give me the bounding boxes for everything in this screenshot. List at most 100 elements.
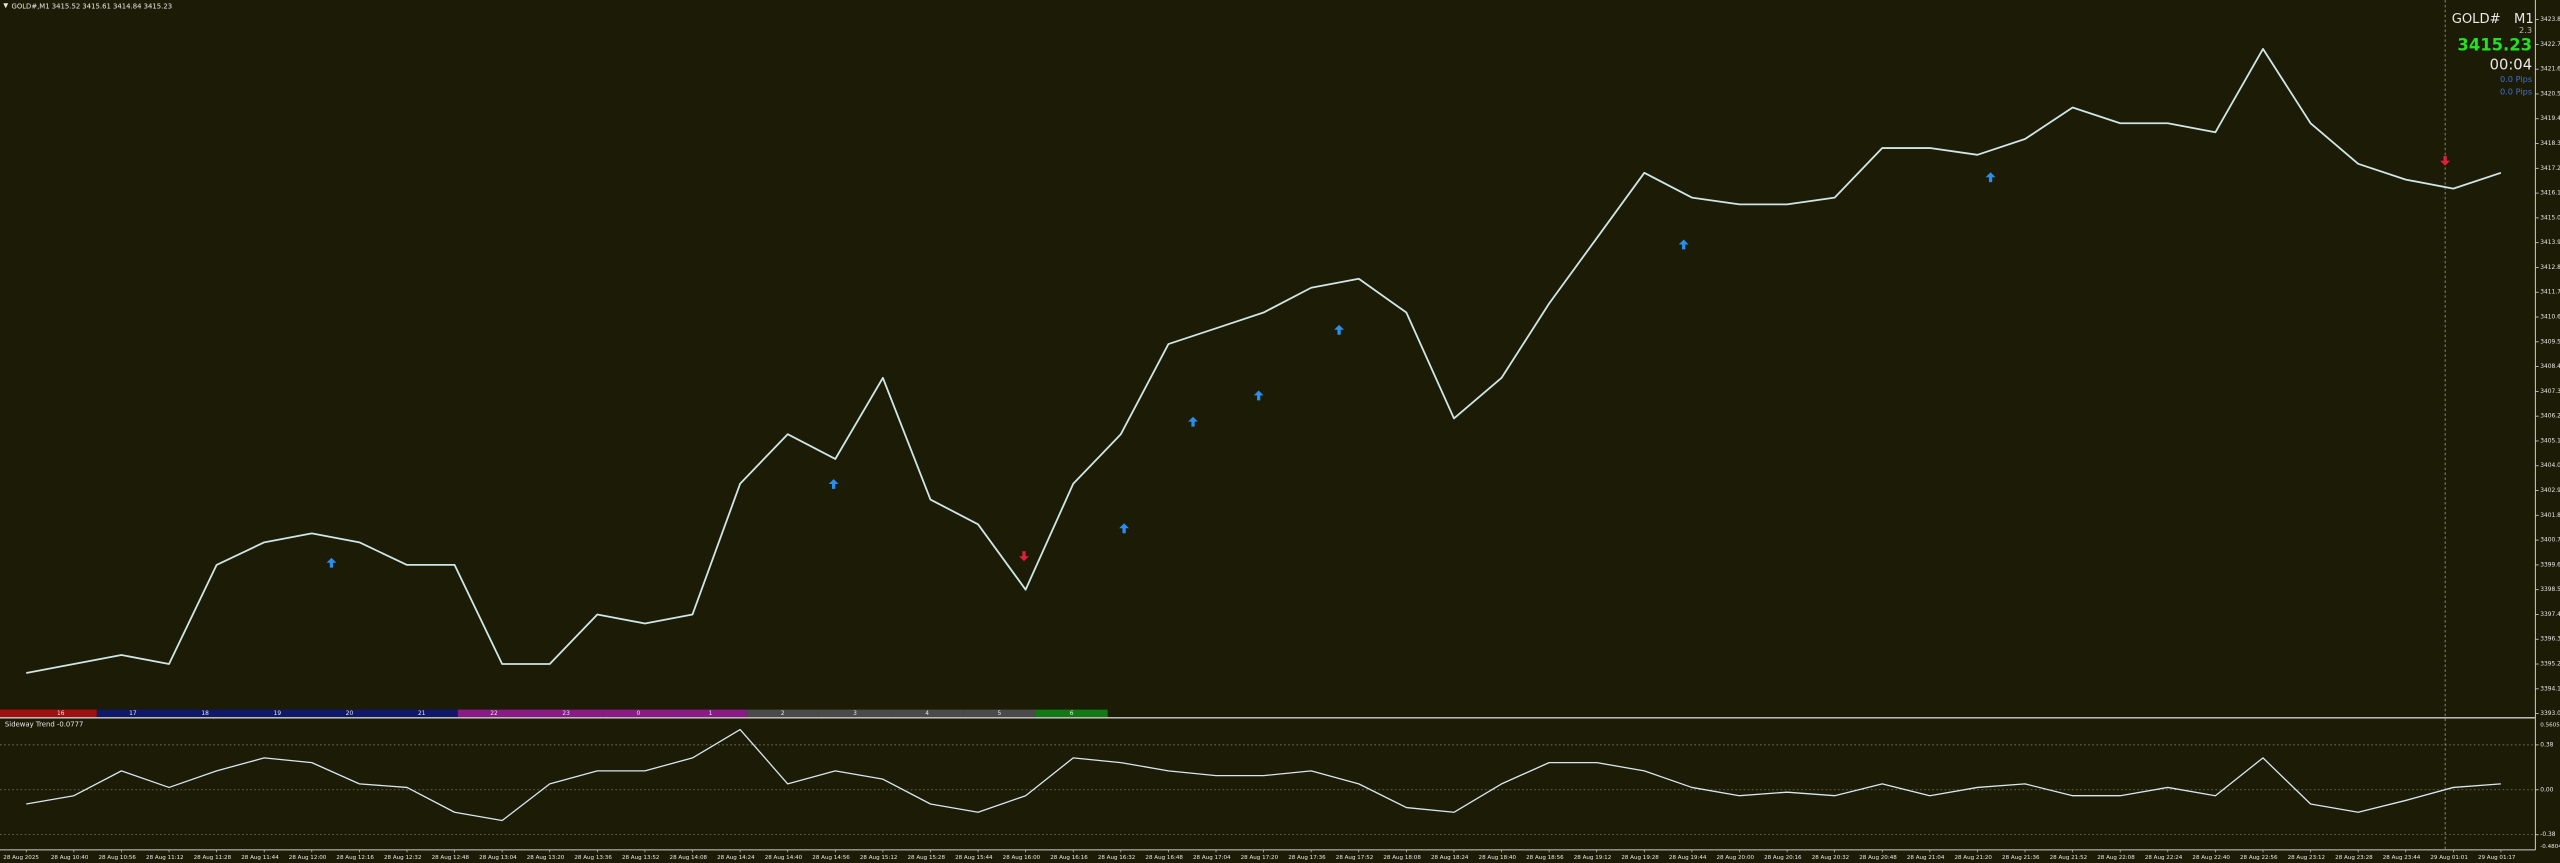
x-tick-label: 28 Aug 10:40 xyxy=(51,855,89,861)
x-tick-label: 28 Aug 17:20 xyxy=(1241,855,1279,861)
x-tick-label: 28 Aug 13:20 xyxy=(527,855,565,861)
x-tick-label: 28 Aug 20:32 xyxy=(1812,855,1850,861)
hour-label: 2 xyxy=(781,711,785,717)
x-tick-label: 28 Aug 17:52 xyxy=(1336,855,1374,861)
hour-label: 3 xyxy=(853,711,857,717)
x-tick-label: 28 Aug 20:48 xyxy=(1859,855,1897,861)
hour-label: 22 xyxy=(490,711,498,717)
hour-segment xyxy=(674,709,747,717)
x-tick-label: 28 Aug 19:12 xyxy=(1574,855,1612,861)
x-tick-label: 28 Aug 13:36 xyxy=(574,855,612,861)
x-tick-label: 28 Aug 12:16 xyxy=(336,855,374,861)
y-tick-label: 3402.90 xyxy=(2540,488,2560,494)
x-tick-label: 28 Aug 18:40 xyxy=(1479,855,1517,861)
y-tick-label: 3410.60 xyxy=(2540,315,2560,321)
pips: 0.0 Pips xyxy=(2500,86,2532,96)
hour-label: 4 xyxy=(925,711,929,717)
y-tick-label: 0.38 xyxy=(2540,742,2553,748)
spread: 2.3 xyxy=(2519,25,2532,35)
hour-label: 17 xyxy=(129,711,137,717)
y-tick-label: 3413.90 xyxy=(2540,240,2560,246)
hour-label: 0 xyxy=(636,711,640,717)
x-tick-label: 28 Aug 20:00 xyxy=(1717,855,1755,861)
hour-label: 20 xyxy=(346,711,354,717)
y-tick-label: 3412.80 xyxy=(2540,265,2560,271)
series-line xyxy=(26,728,2501,822)
x-tick-label: 28 Aug 14:08 xyxy=(670,855,708,861)
bar-timer: 00:04 xyxy=(2490,57,2533,74)
x-tick-label: 28 Aug 22:56 xyxy=(2240,855,2278,861)
hour-label: 18 xyxy=(201,711,209,717)
x-tick-label: 28 Aug 21:04 xyxy=(1907,855,1945,861)
header-title: GOLD#,M1 3415.52 3415.61 3414.84 3415.23 xyxy=(11,3,172,11)
x-tick-label: 28 Aug 15:12 xyxy=(860,855,898,861)
y-limit-label: 0.5605 xyxy=(2540,723,2560,729)
y-tick-label: 3406.20 xyxy=(2540,414,2560,420)
y-tick-label: 3419.40 xyxy=(2540,116,2560,122)
x-tick-label: 28 Aug 22:40 xyxy=(2192,855,2230,861)
x-tick-label: 28 Aug 14:56 xyxy=(812,855,850,861)
y-tick-label: 3404.00 xyxy=(2540,463,2560,469)
x-tick-label: 28 Aug 17:04 xyxy=(1193,855,1231,861)
hour-label: 6 xyxy=(1070,711,1074,717)
x-tick-label: 28 Aug 11:28 xyxy=(194,855,232,861)
hour-segment xyxy=(96,709,170,717)
hour-label: 23 xyxy=(562,711,570,717)
x-tick-label: 28 Aug 21:20 xyxy=(1954,855,1992,861)
x-tick-label: 28 Aug 10:56 xyxy=(98,855,136,861)
hour-segment xyxy=(385,709,458,717)
indicator-title: Sideway Trend -0.0777 xyxy=(5,720,84,728)
x-tick-label: 28 Aug 16:00 xyxy=(1003,855,1041,861)
x-tick-label: 29 Aug 01:01 xyxy=(2430,855,2468,861)
y-tick-label: 3408.40 xyxy=(2540,364,2560,370)
y-tick-label: 3395.20 xyxy=(2540,662,2560,668)
hour-segment xyxy=(530,709,603,717)
x-tick-label: 28 Aug 23:44 xyxy=(2383,855,2421,861)
y-tick-label: 3409.50 xyxy=(2540,339,2560,345)
x-tick-label: 28 Aug 17:36 xyxy=(1288,855,1326,861)
x-tick-label: 28 Aug 20:16 xyxy=(1764,855,1802,861)
hour-segment xyxy=(891,709,964,717)
x-tick-label: 28 Aug 11:44 xyxy=(241,855,279,861)
x-tick-label: 28 Aug 19:44 xyxy=(1669,855,1707,861)
y-tick-label: 3396.30 xyxy=(2540,637,2560,643)
x-tick-label: 28 Aug 18:24 xyxy=(1431,855,1469,861)
hour-segment xyxy=(0,709,97,717)
x-tick-label: 28 Aug 15:44 xyxy=(955,855,993,861)
x-tick-label: 28 Aug 11:12 xyxy=(146,855,184,861)
x-tick-label: 28 Aug 23:28 xyxy=(2335,855,2373,861)
symbol: GOLD# xyxy=(2452,12,2501,27)
y-tick-label: 3405.10 xyxy=(2540,438,2560,444)
x-tick-label: 28 Aug 16:16 xyxy=(1050,855,1088,861)
y-tick-label: 3407.30 xyxy=(2540,389,2560,395)
hour-label: 5 xyxy=(998,711,1002,717)
y-tick-label: 3394.10 xyxy=(2540,686,2560,692)
y-tick-label: 3418.30 xyxy=(2540,141,2560,147)
hour-segment xyxy=(963,709,1036,717)
hour-segment xyxy=(313,709,386,717)
x-tick-label: 28 Aug 12:48 xyxy=(432,855,470,861)
y-tick-label: 3416.10 xyxy=(2540,191,2560,197)
x-tick-label: 28 Aug 18:08 xyxy=(1383,855,1421,861)
x-tick-label: 28 Aug 12:00 xyxy=(289,855,327,861)
hour-segment xyxy=(602,709,675,717)
x-tick-label: 28 Aug 21:52 xyxy=(2050,855,2088,861)
y-tick-label: 3393.00 xyxy=(2540,711,2560,717)
x-tick-label: 28 Aug 16:48 xyxy=(1145,855,1183,861)
y-tick-label: 0.00 xyxy=(2540,787,2553,793)
y-limit-label: -0.4804 xyxy=(2540,844,2560,850)
x-tick-label: 28 Aug 22:24 xyxy=(2145,855,2183,861)
x-tick-label: 28 Aug 22:08 xyxy=(2097,855,2135,861)
y-tick-label: 3398.50 xyxy=(2540,587,2560,593)
hour-segment xyxy=(746,709,819,717)
x-tick-label: 28 Aug 14:40 xyxy=(765,855,803,861)
pips: 0.0 Pips xyxy=(2500,74,2532,84)
x-tick-label: 29 Aug 01:17 xyxy=(2478,855,2516,861)
y-tick-label: 3421.60 xyxy=(2540,67,2560,73)
x-tick-label: 28 Aug 13:52 xyxy=(622,855,660,861)
y-tick-label: 3423.80 xyxy=(2540,17,2560,23)
y-tick-label: 3415.00 xyxy=(2540,215,2560,221)
y-tick-label: 3399.60 xyxy=(2540,562,2560,568)
hour-segment xyxy=(818,709,892,717)
